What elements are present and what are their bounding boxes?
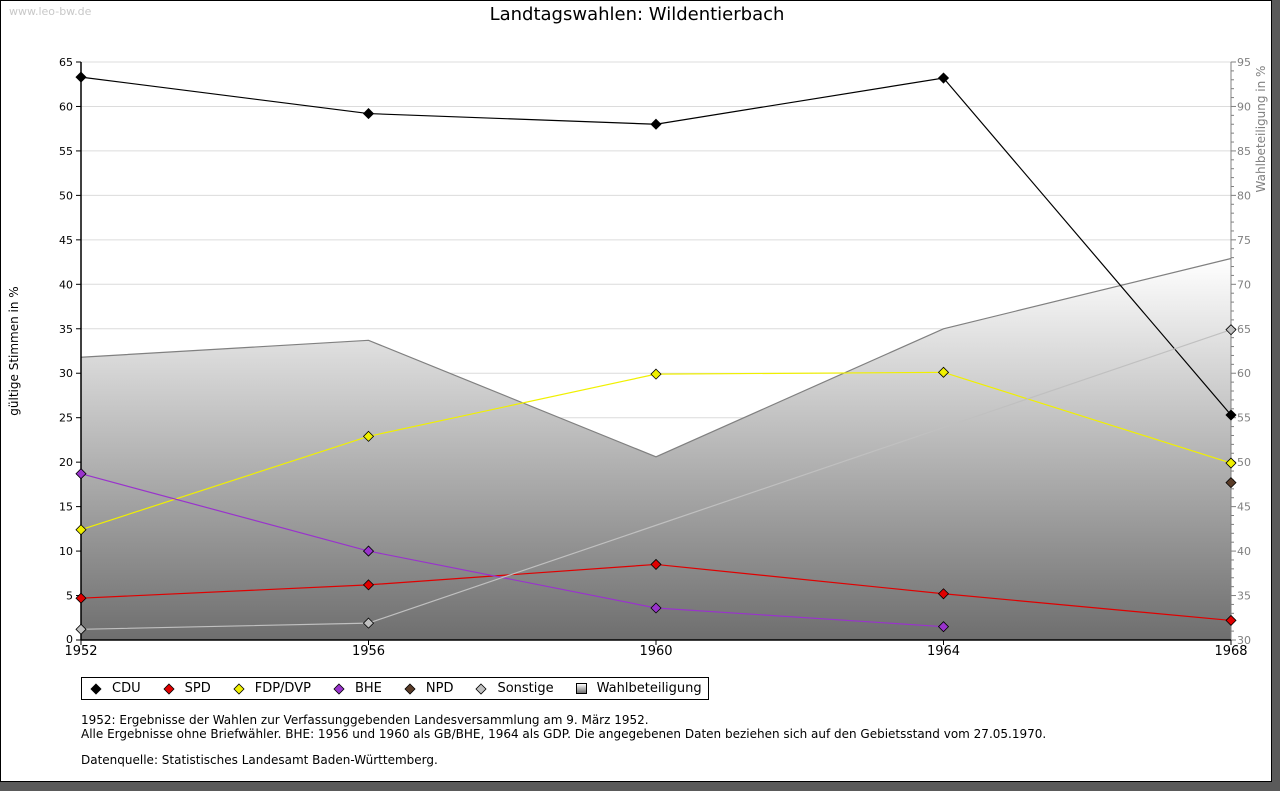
data-point-fdpdvp (650, 368, 662, 380)
legend-label: Sonstige (497, 681, 554, 696)
y2-tick-label: 70 (1237, 278, 1251, 291)
x-tick-label: 1960 (639, 644, 672, 659)
y-tick-label: 25 (59, 412, 73, 425)
turnout-area-fill (81, 258, 1231, 640)
data-point-sonstige (75, 623, 87, 635)
y2-tick-label: 60 (1237, 367, 1251, 380)
y2-tick-label: 55 (1237, 412, 1251, 425)
y-tick-label: 15 (59, 501, 73, 514)
y2-tick-label: 45 (1237, 501, 1251, 514)
data-point-fdpdvp (937, 366, 950, 378)
y-axis-label: gültige Stimmen in % (7, 286, 21, 415)
x-tick-label: 1956 (352, 644, 385, 659)
legend-diamond-icon (163, 682, 175, 695)
y2-axis-label: Wahlbeteiligung in % (1254, 66, 1268, 193)
data-point-bhe (362, 545, 375, 557)
y-tick-label: 40 (59, 278, 73, 291)
data-point-spd (937, 588, 950, 600)
chart-svg: 0 5 10 15 20 25 30 35 40 45 50 55 60 65 30 35 40 45 50 55 60… (7, 56, 1268, 659)
data-point-bhe (937, 621, 950, 633)
y2-tick-label: 40 (1237, 545, 1251, 558)
legend-label: SPD (184, 681, 211, 696)
note-source: Datenquelle: Statistisches Landesamt Bad… (81, 753, 438, 767)
series-markers (75, 71, 1237, 635)
note-briefwaehler: Alle Ergebnisse ohne Briefwähler. BHE: 1… (81, 727, 1047, 741)
y2-tick-label: 75 (1237, 234, 1251, 247)
data-point-spd (75, 592, 87, 604)
turnout-area-line (80, 257, 1232, 458)
y-tick-label: 55 (59, 145, 73, 158)
legend-item: Wahlbeteiligung (575, 681, 702, 696)
data-point-cdu (362, 108, 375, 120)
legend-diamond-icon (475, 682, 488, 695)
data-point-sonstige (1225, 324, 1237, 336)
watermark: www.leo-bw.de (9, 5, 92, 18)
legend-label: NPD (425, 681, 454, 696)
y2-tick-label: 85 (1237, 145, 1251, 158)
legend-item: CDU (90, 681, 141, 696)
legend-item: SPD (163, 681, 211, 696)
legend-label: CDU (112, 681, 141, 696)
y2-tick-label: 50 (1237, 456, 1251, 469)
y-tick-label: 10 (59, 545, 73, 558)
data-point-bhe (75, 468, 87, 480)
data-point-cdu (937, 72, 950, 84)
legend-item: BHE (333, 681, 382, 696)
y-tick-label: 45 (59, 234, 73, 247)
y-tick-label: 5 (66, 590, 73, 603)
legend-swatch-icon (575, 683, 587, 694)
data-point-sonstige (362, 617, 375, 629)
y-tick-label: 65 (59, 56, 73, 69)
y2-tick-label: 95 (1237, 56, 1251, 69)
y-tick-label: 50 (59, 189, 73, 202)
y2-tick-label: 30 (1237, 634, 1251, 647)
data-point-bhe (650, 602, 662, 614)
x-tick-label: 1968 (1214, 644, 1247, 659)
x-tick-label: 1964 (927, 644, 960, 659)
y-tick-label: 60 (59, 100, 73, 113)
y2-tick-label: 35 (1237, 590, 1251, 603)
data-point-spd (650, 558, 662, 570)
x-tick-label: 1952 (64, 644, 97, 659)
legend-diamond-icon (404, 682, 416, 695)
legend-item: FDP/DVP (233, 681, 311, 696)
data-point-fdpdvp (75, 524, 87, 536)
legend-diamond-icon (233, 682, 245, 695)
y-tick-label: 30 (59, 367, 73, 380)
legend-item: Sonstige (475, 681, 554, 696)
legend: CDU SPD FDP/DVP BHE NPD Sonstige Wahlbeteiligu… (81, 677, 709, 700)
legend-item: NPD (404, 681, 454, 696)
y-tick-label: 35 (59, 323, 73, 336)
legend-diamond-icon (333, 682, 345, 695)
series-line-bhe (80, 473, 944, 628)
chart-title: Landtagswahlen: Wildentierbach (489, 4, 785, 25)
data-point-spd (362, 579, 375, 591)
data-point-spd (1225, 614, 1237, 627)
y2-tick-label: 65 (1237, 323, 1251, 336)
data-point-cdu (1225, 409, 1237, 421)
data-point-fdpdvp (1225, 457, 1237, 469)
y2-tick-label: 80 (1237, 189, 1251, 202)
y-tick-label: 0 (66, 633, 73, 646)
y-tick-label: 20 (59, 456, 73, 469)
axes: 0 5 10 15 20 25 30 35 40 45 50 55 60 65 30 35 40 45 50 55 60… (59, 56, 1251, 659)
legend-label: FDP/DVP (254, 681, 311, 696)
data-point-cdu (75, 71, 87, 83)
legend-diamond-icon (90, 682, 102, 695)
data-point-npd (1225, 477, 1237, 489)
data-point-fdpdvp (362, 430, 375, 442)
legend-label: Wahlbeteiligung (596, 681, 702, 696)
note-1952: 1952: Ergebnisse der Wahlen zur Verfassu… (81, 713, 649, 727)
legend-label: BHE (354, 681, 382, 696)
turnout-area (80, 257, 1232, 640)
data-point-cdu (650, 118, 662, 130)
y2-tick-label: 90 (1237, 100, 1251, 113)
